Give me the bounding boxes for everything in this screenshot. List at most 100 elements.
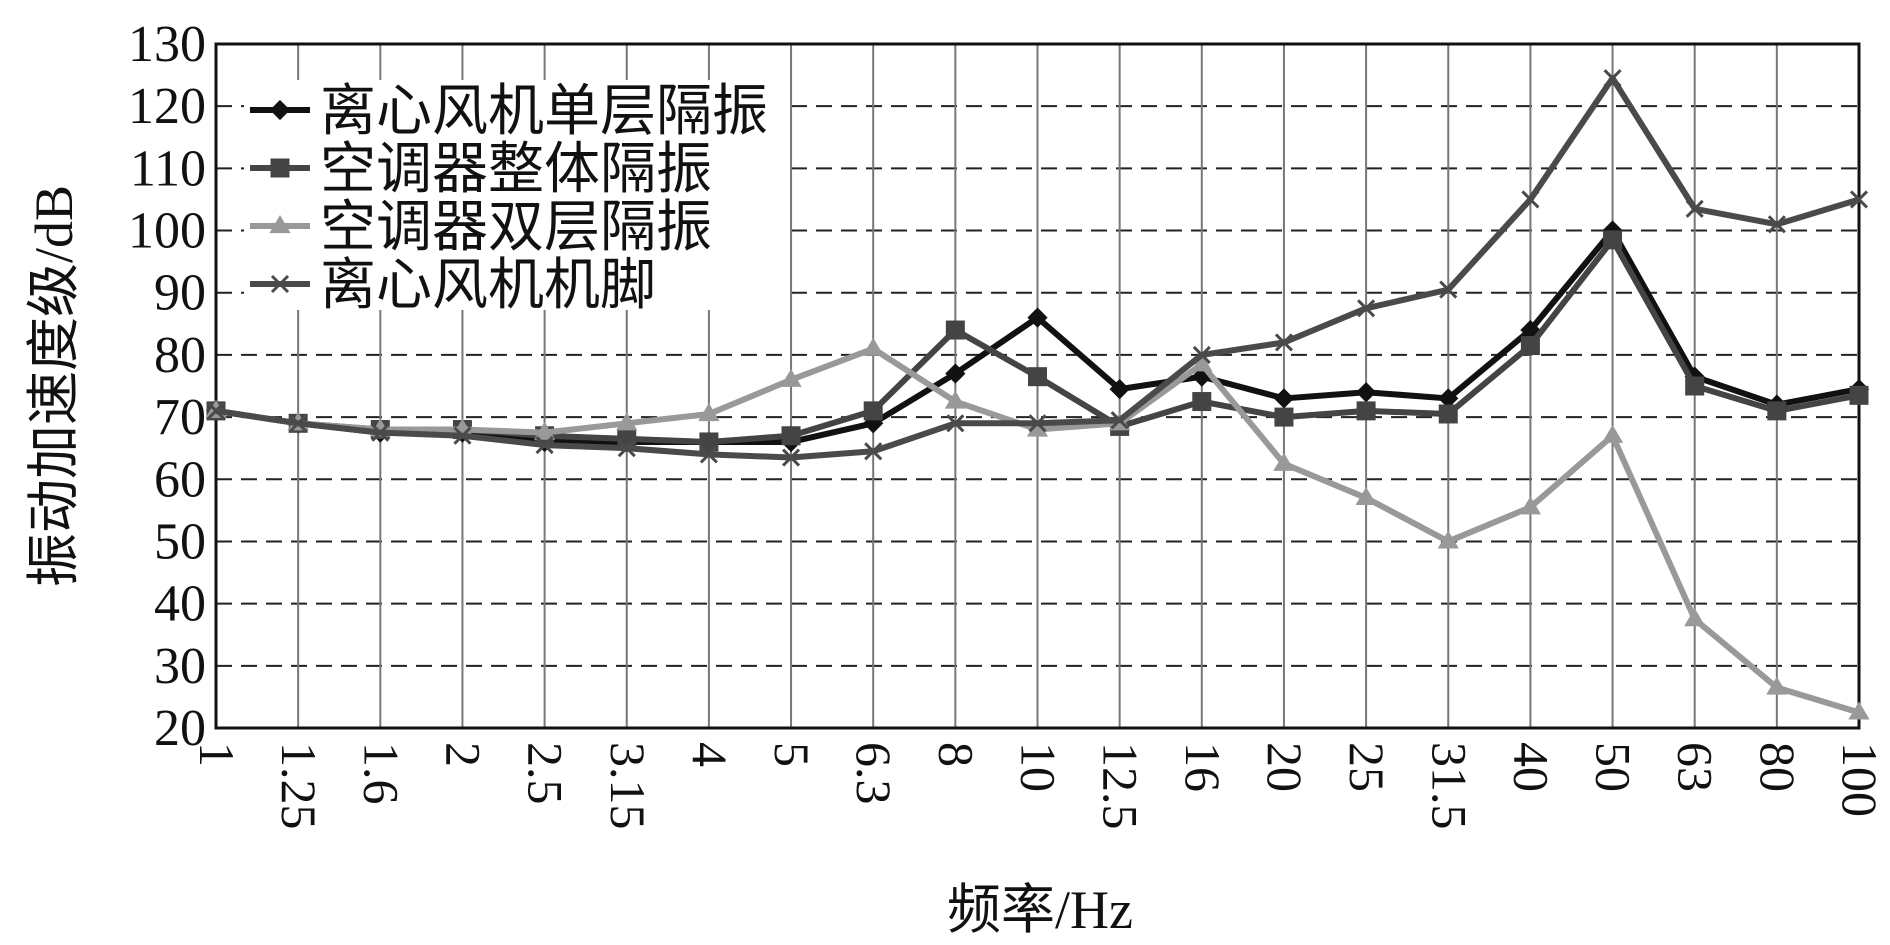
x-tick-label: 1.6 <box>353 742 409 805</box>
y-tick-label: 50 <box>154 513 206 570</box>
y-tick-label: 20 <box>154 700 206 757</box>
marker <box>781 426 801 446</box>
marker <box>945 363 966 384</box>
marker <box>1520 336 1540 356</box>
marker <box>1603 69 1622 88</box>
x-tick-label: 31.5 <box>1421 742 1477 830</box>
marker <box>535 436 554 455</box>
marker <box>1028 414 1047 433</box>
marker <box>1357 299 1376 318</box>
marker <box>1684 608 1706 627</box>
y-tick-label: 130 <box>128 16 206 73</box>
marker <box>617 439 636 458</box>
marker <box>699 432 719 452</box>
x-tick-label: 40 <box>1503 742 1559 792</box>
legend-label: 空调器整体隔振 <box>320 139 712 201</box>
marker <box>1685 199 1704 218</box>
marker <box>1767 215 1786 234</box>
marker <box>946 414 965 433</box>
marker <box>1192 345 1211 364</box>
y-tick-label: 100 <box>128 203 206 260</box>
y-tick-label: 60 <box>154 451 206 508</box>
y-tick-label: 110 <box>130 140 206 197</box>
marker <box>1519 496 1542 515</box>
marker <box>1274 333 1294 352</box>
x-tick-label: 12.5 <box>1093 742 1149 830</box>
legend-label: 离心风机单层隔振 <box>320 81 768 143</box>
marker <box>1027 307 1048 328</box>
y-tick-label: 120 <box>128 78 206 135</box>
marker <box>1191 353 1213 372</box>
y-tick-label: 90 <box>154 265 206 322</box>
marker <box>1273 452 1295 471</box>
x-tick-label: 63 <box>1668 742 1724 792</box>
marker <box>1521 190 1540 209</box>
y-axis-label: 振动加速度级/dB <box>24 185 84 587</box>
marker <box>269 99 291 121</box>
marker <box>781 448 801 467</box>
marker <box>269 215 291 234</box>
x-tick-label: 20 <box>1257 742 1313 792</box>
legend-label: 离心风机机脚 <box>320 255 656 317</box>
marker <box>698 403 720 422</box>
y-tick-label: 80 <box>154 327 206 384</box>
legend-box <box>244 80 784 310</box>
marker <box>1601 424 1624 443</box>
y-tick-label: 30 <box>154 638 206 695</box>
marker <box>1849 385 1869 405</box>
marker <box>1028 367 1047 387</box>
y-tick-label: 40 <box>154 576 206 633</box>
marker <box>1109 378 1130 400</box>
marker <box>1766 676 1788 695</box>
x-tick-label: 100 <box>1832 742 1888 817</box>
marker <box>289 414 308 433</box>
marker <box>1356 401 1376 421</box>
marker <box>864 442 883 461</box>
marker <box>1603 230 1623 250</box>
marker <box>1192 392 1212 412</box>
marker <box>1273 388 1295 409</box>
marker <box>1355 382 1377 403</box>
legend-label: 空调器双层隔振 <box>320 197 712 259</box>
x-tick-label: 4 <box>682 742 738 767</box>
marker <box>1849 190 1869 209</box>
marker <box>780 368 802 387</box>
x-tick-label: 1 <box>189 742 245 767</box>
x-tick-label: 8 <box>928 742 984 767</box>
marker <box>533 421 556 440</box>
marker <box>1848 701 1870 720</box>
marker <box>1767 401 1787 421</box>
marker <box>206 401 226 420</box>
marker <box>945 320 965 340</box>
x-tick-label: 25 <box>1339 742 1395 792</box>
marker <box>616 412 638 431</box>
x-tick-label: 3.15 <box>600 742 656 830</box>
marker <box>1110 411 1129 430</box>
marker <box>270 158 290 178</box>
x-tick-label: 10 <box>1011 742 1067 792</box>
x-axis-label: 频率/Hz <box>947 880 1133 940</box>
y-tick-label: 70 <box>154 389 206 446</box>
x-tick-label: 50 <box>1586 742 1642 792</box>
marker <box>862 337 884 356</box>
x-tick-label: 80 <box>1750 742 1806 792</box>
marker <box>453 426 472 445</box>
x-tick-label: 6.3 <box>846 742 902 805</box>
marker <box>270 274 290 294</box>
x-tick-label: 2 <box>435 742 491 767</box>
marker <box>1274 407 1294 427</box>
marker <box>699 445 718 464</box>
marker <box>1437 530 1459 549</box>
marker <box>944 390 966 409</box>
marker <box>863 401 883 421</box>
marker <box>371 423 390 442</box>
marker <box>1685 376 1705 396</box>
x-tick-label: 5 <box>764 742 820 767</box>
marker <box>1438 404 1458 424</box>
marker <box>1355 486 1377 506</box>
x-tick-label: 16 <box>1175 742 1231 792</box>
marker <box>1439 280 1458 299</box>
x-tick-label: 1.25 <box>271 742 327 830</box>
